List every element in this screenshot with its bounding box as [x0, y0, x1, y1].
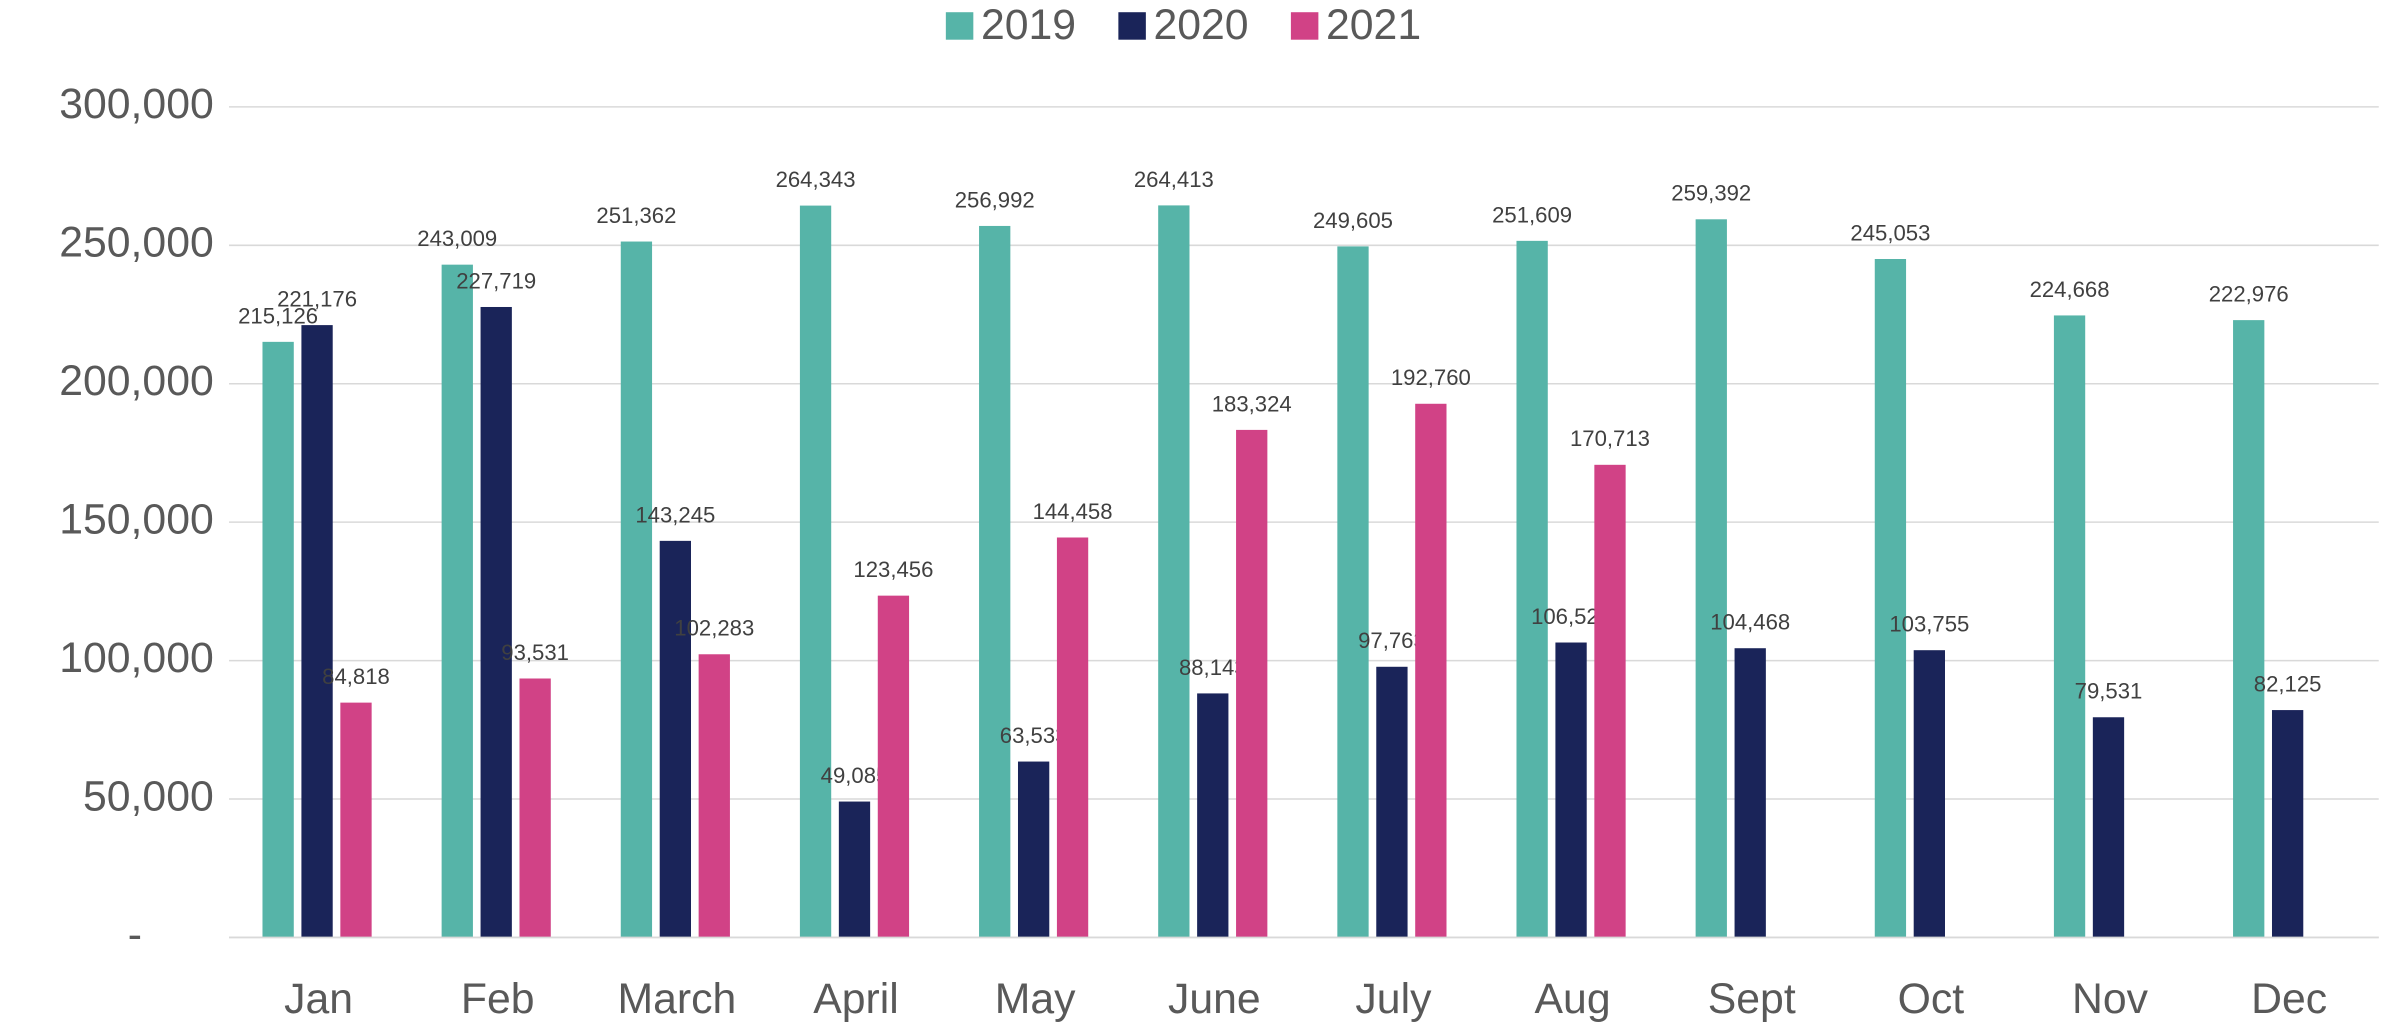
data-label: 224,668: [2030, 277, 2110, 302]
legend-swatch: [1118, 12, 1146, 40]
bar: [838, 801, 871, 938]
data-label: 88,143: [1179, 655, 1247, 680]
data-label: 143,245: [635, 502, 715, 527]
bar: [262, 341, 294, 938]
bar: [1913, 650, 1945, 938]
bar: [659, 540, 691, 938]
data-label: 264,413: [1134, 167, 1214, 192]
data-label: 102,283: [674, 616, 754, 641]
bar: [799, 205, 832, 938]
y-tick-label: 100,000: [59, 634, 214, 682]
data-label: 103,755: [1889, 612, 1969, 637]
data-label: 183,324: [1212, 391, 1292, 416]
bar: [519, 678, 551, 938]
data-label: 221,176: [277, 287, 357, 312]
bar: [1555, 642, 1587, 938]
data-label: 79,531: [2075, 679, 2143, 704]
bar: [1415, 403, 1447, 938]
x-tick-label: Sept: [1708, 975, 1796, 1023]
legend-label: 2021: [1326, 1, 1421, 49]
x-tick-label: Jan: [284, 975, 353, 1023]
legend-label: 2019: [981, 1, 1076, 49]
data-label: 251,362: [596, 203, 676, 228]
x-tick-label: Aug: [1535, 975, 1611, 1023]
x-tick-label: June: [1168, 975, 1261, 1023]
bar: [698, 654, 730, 938]
data-label: 63,533: [1000, 723, 1068, 748]
bar: [979, 225, 1011, 938]
x-tick-label: Feb: [461, 975, 535, 1023]
data-label: 245,053: [1850, 220, 1930, 245]
data-label: 97,763: [1358, 628, 1426, 653]
bar: [1874, 258, 1907, 938]
y-tick-label: 150,000: [59, 495, 214, 543]
bar: [1337, 246, 1369, 938]
x-tick-label: Oct: [1898, 975, 1965, 1023]
data-label: 243,009: [417, 226, 497, 251]
data-label: 249,605: [1313, 208, 1393, 233]
x-tick-label: May: [995, 975, 1076, 1023]
bar: [1197, 693, 1229, 938]
data-label: 144,458: [1033, 499, 1113, 524]
bar: [1056, 537, 1089, 938]
bar: [877, 595, 910, 938]
y-tick-label: 50,000: [83, 772, 214, 820]
data-label: 84,818: [322, 664, 390, 689]
bar: [1594, 464, 1626, 938]
data-label: 93,531: [501, 640, 569, 665]
y-tick-label: 250,000: [59, 219, 214, 267]
data-label: 227,719: [456, 268, 536, 293]
y-tick-label: 200,000: [59, 357, 214, 405]
data-label: 215,126: [238, 303, 318, 328]
data-label: 170,713: [1570, 426, 1650, 451]
x-tick-label: Dec: [2251, 975, 2327, 1023]
bar: [1695, 219, 1727, 938]
x-tick-label: April: [813, 975, 899, 1023]
bar: [301, 325, 333, 938]
y-tick-label: 300,000: [59, 80, 214, 128]
bar: [1236, 429, 1268, 938]
bar: [480, 306, 512, 938]
bar: [2233, 320, 2265, 938]
data-label: 256,992: [955, 187, 1035, 212]
bar: [1734, 648, 1766, 938]
bar: [1017, 761, 1050, 938]
data-label: 222,976: [2209, 282, 2289, 307]
data-label: 49,085: [821, 763, 889, 788]
data-label: 264,343: [776, 167, 856, 192]
data-label: 251,609: [1492, 202, 1572, 227]
legend-swatch: [945, 12, 974, 40]
bar: [441, 264, 473, 938]
data-label: 123,456: [853, 557, 933, 582]
data-label: 104,468: [1710, 610, 1790, 635]
bar: [1516, 240, 1548, 938]
legend-label: 2020: [1153, 1, 1248, 49]
x-tick-label: March: [617, 975, 736, 1023]
y-tick-label: -: [128, 911, 142, 959]
bar: [1376, 666, 1408, 938]
legend-swatch: [1290, 12, 1319, 40]
data-label: 192,760: [1391, 365, 1471, 390]
data-label: 259,392: [1671, 181, 1751, 206]
bar: [2271, 710, 2304, 938]
bar: [620, 241, 653, 938]
bar: [2092, 717, 2125, 938]
x-tick-label: July: [1355, 975, 1432, 1023]
bar: [1158, 205, 1190, 938]
x-tick-label: Nov: [2072, 975, 2149, 1023]
bar: [340, 702, 372, 938]
bar: [2053, 315, 2086, 938]
data-label: 82,125: [2254, 671, 2322, 696]
